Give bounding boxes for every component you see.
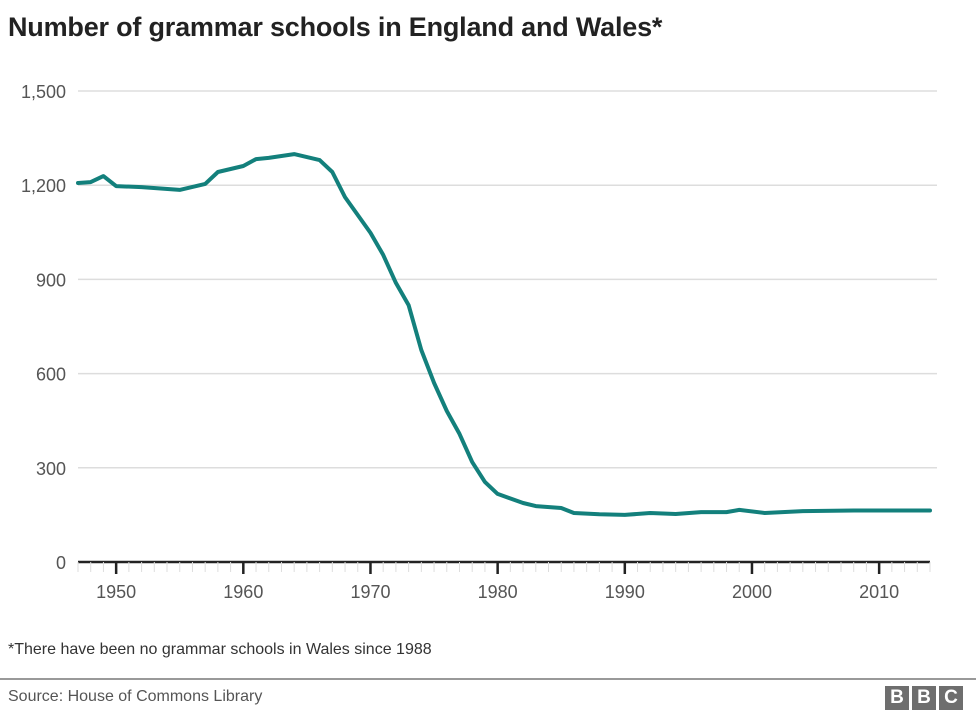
- logo-letter: B: [912, 686, 936, 710]
- x-tick-label: 1980: [478, 582, 518, 602]
- y-axis: 0 300 600 900 1,200 1,500: [21, 82, 66, 573]
- logo-letter: C: [939, 686, 963, 710]
- y-tick-label: 300: [36, 459, 66, 479]
- footnote: *There have been no grammar schools in W…: [8, 641, 432, 658]
- x-tick-label: 1970: [350, 582, 390, 602]
- line-chart: 0 300 600 900 1,200 1,500 1950 1960 1970 1980 199…: [21, 82, 937, 602]
- x-tick-label: 1960: [223, 582, 263, 602]
- y-tick-label: 0: [56, 553, 66, 573]
- gridlines: [78, 90, 937, 469]
- y-tick-label: 1,200: [21, 176, 66, 196]
- y-tick-label: 600: [36, 365, 66, 385]
- chart-title: Number of grammar schools in England and…: [8, 12, 663, 42]
- x-tick-label: 2010: [859, 582, 899, 602]
- series-line: [76, 152, 932, 517]
- divider: [0, 678, 976, 680]
- logo-letter: B: [885, 686, 909, 710]
- y-tick-label: 900: [36, 270, 66, 290]
- bbc-logo: B B C: [885, 686, 963, 710]
- y-tick-label: 1,500: [21, 82, 66, 102]
- x-tick-label: 1950: [96, 582, 136, 602]
- x-axis: 1950 1960 1970 1980 1990 2000 2010: [77, 560, 931, 602]
- x-tick-label: 2000: [732, 582, 772, 602]
- source-text: Source: House of Commons Library: [8, 688, 263, 705]
- x-tick-label: 1990: [605, 582, 645, 602]
